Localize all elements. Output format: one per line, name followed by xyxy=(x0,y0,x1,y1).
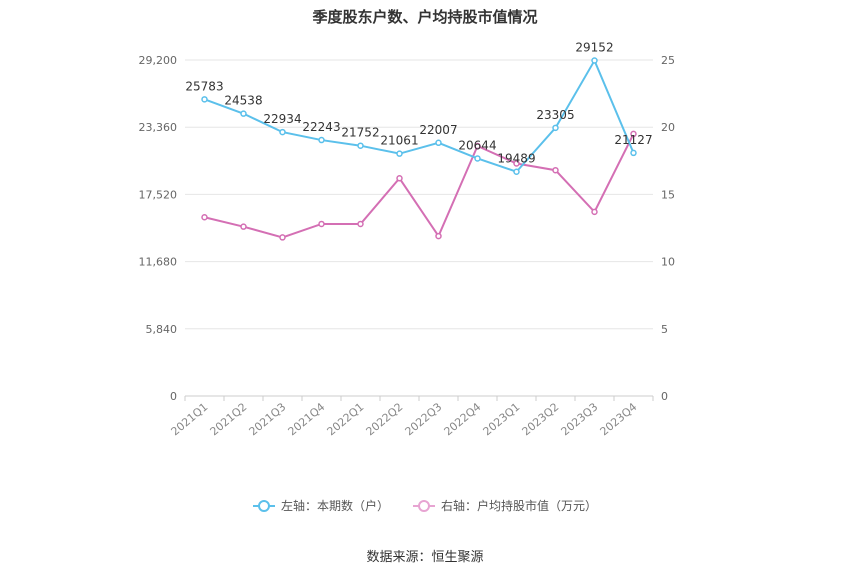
data-point-left xyxy=(201,96,208,103)
left-tick-label: 23,360 xyxy=(139,121,178,134)
right-tick-label: 15 xyxy=(661,188,675,201)
series-line-left xyxy=(204,58,635,173)
legend-item-right-series[interactable]: 右轴：户均持股市值（万元） xyxy=(413,497,597,514)
x-tick-label: 2021Q3 xyxy=(247,400,289,438)
data-point-left xyxy=(279,128,286,136)
data-label: 21061 xyxy=(380,134,418,148)
x-tick-label: 2022Q4 xyxy=(442,400,484,438)
data-point-left xyxy=(435,139,442,147)
data-label: 21752 xyxy=(341,126,379,140)
chart-title: 季度股东户数、户均持股市值情况 xyxy=(312,8,538,26)
left-tick-label: 17,520 xyxy=(139,188,178,201)
x-tick-label: 2022Q3 xyxy=(403,400,445,438)
data-label: 22243 xyxy=(302,120,340,134)
x-tick-label: 2022Q1 xyxy=(325,400,367,438)
data-point-left xyxy=(396,150,403,157)
x-tick-label: 2023Q2 xyxy=(520,400,562,438)
legend-label-left: 左轴：本期数（户） xyxy=(280,499,389,513)
data-label: 19489 xyxy=(497,152,535,166)
data-point-left xyxy=(513,168,520,175)
data-point-left xyxy=(630,149,637,157)
data-point-right xyxy=(591,208,598,216)
x-tick-label: 2021Q2 xyxy=(208,400,250,438)
data-label: 25783 xyxy=(185,79,223,93)
data-point-right xyxy=(435,232,442,240)
legend-label-right: 右轴：户均持股市值（万元） xyxy=(441,499,598,513)
x-tick-label: 2022Q2 xyxy=(364,400,406,438)
left-tick-label: 5,840 xyxy=(146,323,178,336)
data-source: 数据来源：恒生聚源 xyxy=(366,550,484,565)
x-tick-label: 2021Q4 xyxy=(286,400,328,438)
axis-layer: 0 5,840 11,680 17,520 23,360 29,200 0 5 10 15 20 25… xyxy=(139,54,676,438)
legend-item-left-series[interactable]: 左轴：本期数（户） xyxy=(252,497,389,514)
legend-marker-right-icon xyxy=(413,499,435,513)
right-tick-label: 10 xyxy=(661,256,675,269)
data-point-right xyxy=(357,220,364,228)
data-point-left xyxy=(318,136,325,144)
data-label: 21127 xyxy=(614,133,652,147)
legend-marker-left-icon xyxy=(252,499,275,513)
grid-layer xyxy=(185,59,653,397)
data-label: 24538 xyxy=(224,94,262,108)
data-label: 23305 xyxy=(536,108,574,122)
right-tick-label: 20 xyxy=(661,121,675,134)
data-point-right xyxy=(279,234,286,241)
data-point-right xyxy=(201,213,208,221)
data-point-right xyxy=(318,220,325,228)
data-point-left xyxy=(591,57,598,64)
left-tick-label: 0 xyxy=(170,390,177,403)
data-point-right xyxy=(630,130,637,138)
data-label: 20644 xyxy=(458,138,496,152)
x-tick-label: 2023Q1 xyxy=(481,400,523,438)
data-point-right xyxy=(474,142,481,150)
data-label: 29152 xyxy=(575,41,613,55)
series-layer xyxy=(201,57,637,241)
right-tick-label: 5 xyxy=(661,323,668,336)
x-tick-label: 2023Q3 xyxy=(559,400,601,438)
left-tick-label: 11,680 xyxy=(139,256,178,269)
x-tick-label: 2023Q4 xyxy=(598,400,640,438)
data-point-left xyxy=(474,155,481,162)
series-line-right xyxy=(204,133,635,239)
data-point-left xyxy=(357,142,364,149)
data-point-right xyxy=(396,175,403,182)
right-tick-label: 0 xyxy=(661,390,668,403)
right-tick-label: 25 xyxy=(661,54,675,67)
legend: 左轴：本期数（户） 右轴：户均持股市值（万元） xyxy=(0,497,850,514)
data-point-right xyxy=(513,160,520,167)
data-point-right xyxy=(552,166,559,174)
data-point-right xyxy=(240,223,247,230)
x-tick-label: 2021Q1 xyxy=(169,400,211,438)
data-label: 22007 xyxy=(419,123,457,137)
data-point-left xyxy=(552,124,559,132)
left-tick-label: 29,200 xyxy=(139,54,178,67)
data-point-left xyxy=(240,110,247,117)
data-label: 22934 xyxy=(263,112,301,126)
